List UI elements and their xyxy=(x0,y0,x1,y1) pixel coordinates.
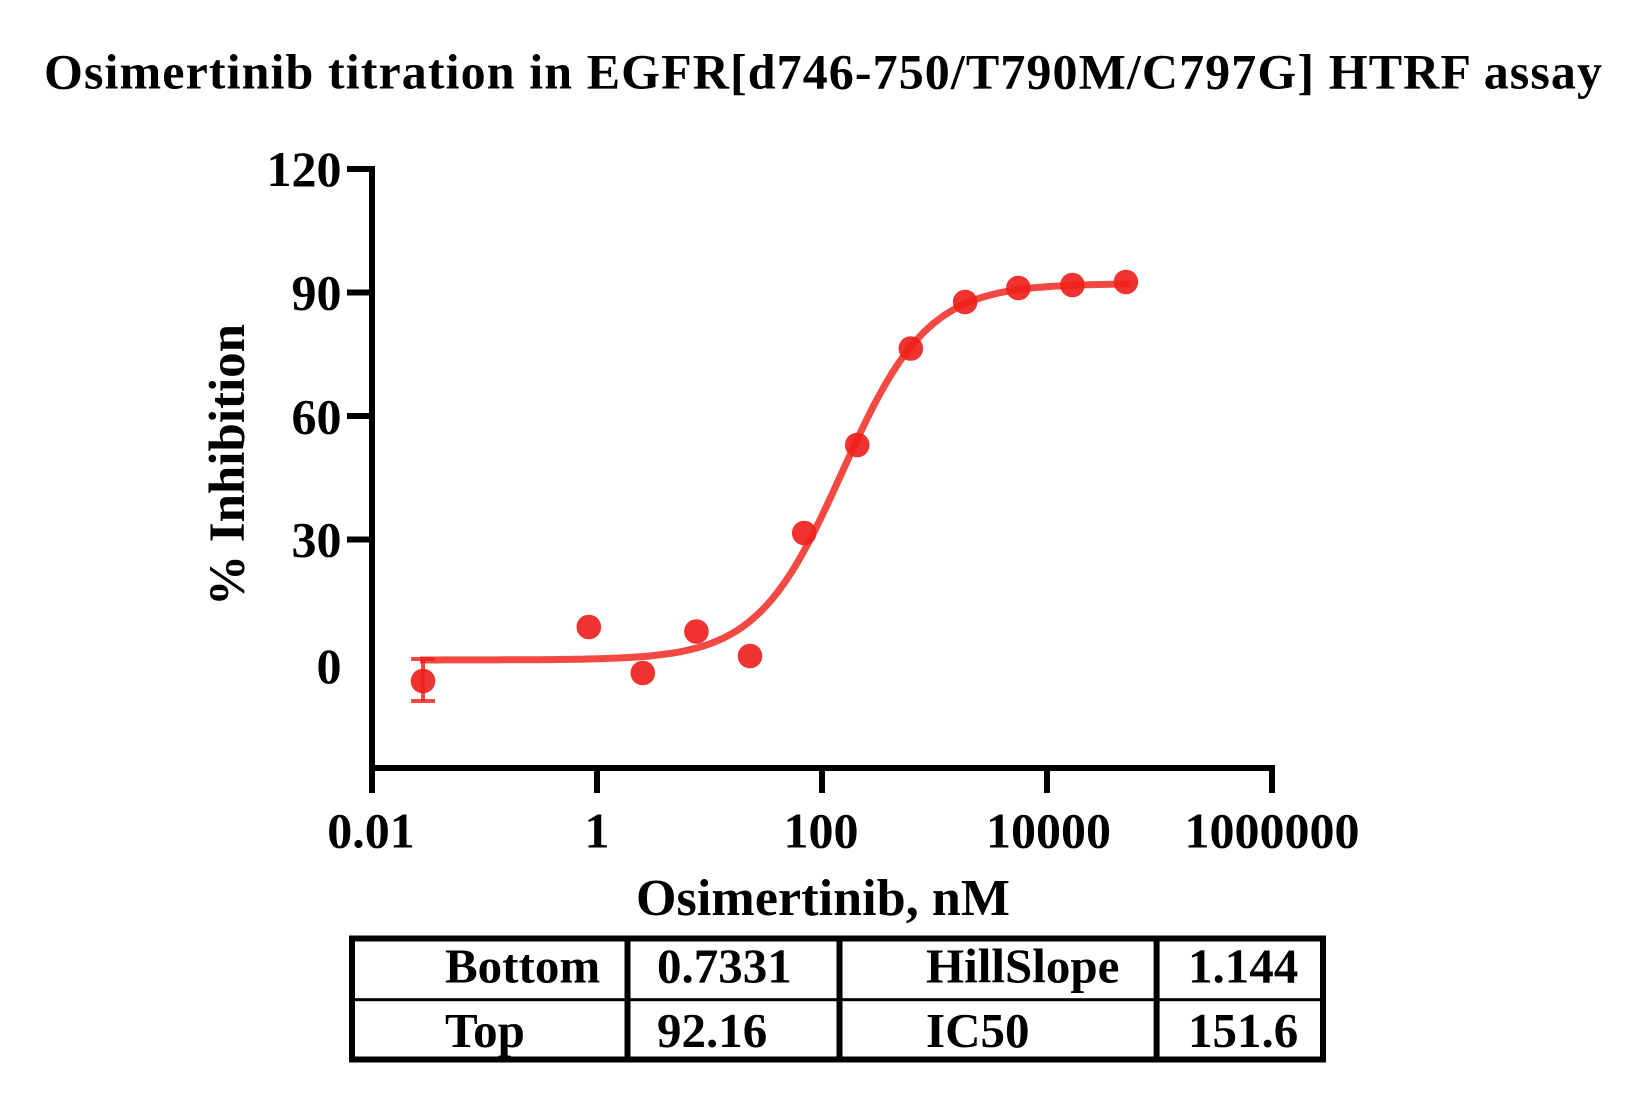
svg-text:30: 30 xyxy=(292,512,342,568)
svg-text:IC50: IC50 xyxy=(926,1003,1029,1058)
svg-text:90: 90 xyxy=(292,265,342,321)
svg-text:120: 120 xyxy=(267,141,342,197)
svg-text:% Inhibition: % Inhibition xyxy=(200,324,256,606)
svg-text:1000000: 1000000 xyxy=(1185,803,1360,859)
svg-text:Bottom: Bottom xyxy=(445,939,600,994)
svg-text:0.01: 0.01 xyxy=(327,803,415,859)
svg-text:Osimertinib titration in EGFR[: Osimertinib titration in EGFR[d746-750/T… xyxy=(44,44,1602,100)
svg-text:10000: 10000 xyxy=(986,803,1111,859)
svg-text:92.16: 92.16 xyxy=(657,1003,767,1058)
svg-text:100: 100 xyxy=(784,803,859,859)
svg-text:60: 60 xyxy=(292,389,342,445)
svg-text:151.6: 151.6 xyxy=(1188,1003,1298,1058)
svg-text:0: 0 xyxy=(317,638,342,694)
svg-text:1: 1 xyxy=(585,803,610,859)
svg-text:1.144: 1.144 xyxy=(1188,939,1298,994)
svg-text:Top: Top xyxy=(445,1003,525,1058)
svg-text:Osimertinib, nM: Osimertinib, nM xyxy=(636,870,1010,927)
svg-text:HillSlope: HillSlope xyxy=(926,939,1119,994)
svg-text:0.7331: 0.7331 xyxy=(657,939,792,994)
